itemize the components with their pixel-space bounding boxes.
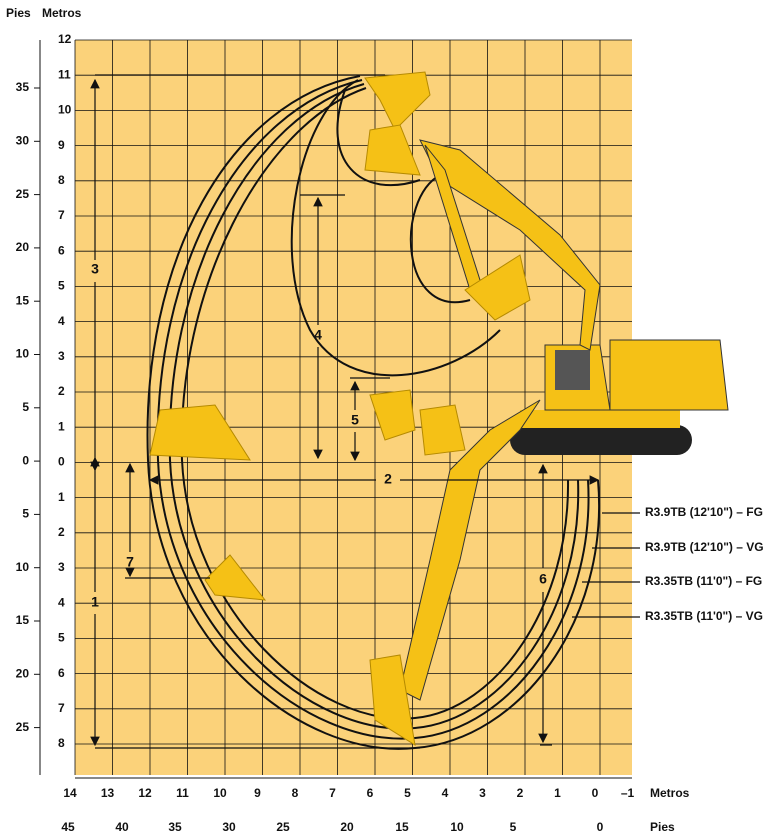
feet-label: 25 xyxy=(16,187,30,201)
reach-envelopes xyxy=(146,75,601,750)
feet-label: Pies xyxy=(6,6,31,20)
inner-path xyxy=(290,79,501,377)
meter-label: 2 xyxy=(58,525,65,539)
meter-label: 12 xyxy=(58,32,72,46)
legend-label: R3.35TB (11'0") – VG xyxy=(645,609,763,623)
meter-unit: Metros xyxy=(650,786,690,800)
feet-label: 30 xyxy=(16,133,30,147)
feet-label: 5 xyxy=(22,400,29,414)
inner-path xyxy=(409,174,471,304)
feet-label: 25 xyxy=(276,820,290,834)
inner-path xyxy=(336,89,421,186)
meter-label: 9 xyxy=(254,786,261,800)
envelope xyxy=(168,83,580,730)
meter-label: 1 xyxy=(58,490,65,504)
meter-label: 4 xyxy=(58,314,65,328)
feet-label: 35 xyxy=(168,820,182,834)
feet-label: 25 xyxy=(16,720,30,734)
feet-unit: Pies xyxy=(650,820,675,834)
buckets xyxy=(149,71,531,747)
meter-label: 3 xyxy=(58,349,65,363)
meter-label: 13 xyxy=(101,786,115,800)
meter-label: 6 xyxy=(367,786,374,800)
meter-label: 0 xyxy=(58,455,65,469)
meter-label: 1 xyxy=(554,786,561,800)
feet-label: 20 xyxy=(16,666,30,680)
meter-label: 8 xyxy=(58,173,65,187)
envelope xyxy=(146,75,601,750)
meter-label: 6 xyxy=(58,666,65,680)
feet-label: 10 xyxy=(16,560,30,574)
dimension-label: 5 xyxy=(351,412,359,428)
meter-label: 11 xyxy=(58,67,71,81)
meter-label: 3 xyxy=(479,786,486,800)
meter-label: 6 xyxy=(58,243,65,257)
feet-label: 10 xyxy=(450,820,464,834)
dimension-label: 4 xyxy=(314,327,322,343)
feet-label: 15 xyxy=(395,820,409,834)
meter-label: 8 xyxy=(58,736,65,750)
legend-leaders xyxy=(572,512,640,618)
meter-label: 10 xyxy=(58,103,72,117)
meter-label: 5 xyxy=(58,631,65,645)
dimension-label: 7 xyxy=(126,554,134,570)
meter-label: 11 xyxy=(176,786,189,800)
meter-label: 8 xyxy=(292,786,299,800)
feet-label: 20 xyxy=(16,240,30,254)
feet-label: 35 xyxy=(16,80,30,94)
meter-label: 0 xyxy=(592,786,599,800)
meter-label: 1 xyxy=(58,419,65,433)
meter-label: –1 xyxy=(621,786,635,800)
feet-label: 15 xyxy=(16,613,30,627)
meter-label: 7 xyxy=(58,208,65,222)
feet-label: 45 xyxy=(61,820,75,834)
meter-label: 4 xyxy=(442,786,449,800)
meter-label: 3 xyxy=(58,560,65,574)
meter-label: 2 xyxy=(58,384,65,398)
feet-label: 10 xyxy=(16,347,30,361)
feet-label: 0 xyxy=(22,453,29,467)
legend-label: R3.9TB (12'10") – FG xyxy=(645,505,763,519)
envelope xyxy=(156,79,590,740)
meter-label: 10 xyxy=(213,786,227,800)
legend-label: R3.9TB (12'10") – VG xyxy=(645,540,764,554)
dimension-label: 1 xyxy=(91,594,99,610)
chart-area xyxy=(75,40,632,775)
meter-label: 14 xyxy=(63,786,77,800)
legend-label: R3.35TB (11'0") – FG xyxy=(645,574,762,588)
meter-label: 5 xyxy=(404,786,411,800)
feet-label: 30 xyxy=(222,820,236,834)
meters-label: Metros xyxy=(42,6,82,20)
feet-label: 20 xyxy=(340,820,354,834)
dimension-lines xyxy=(90,74,600,749)
dimension-label: 6 xyxy=(539,571,547,587)
meter-label: 7 xyxy=(329,786,336,800)
feet-label: 5 xyxy=(22,507,29,521)
meter-label: 12 xyxy=(138,786,152,800)
meter-label: 9 xyxy=(58,138,65,152)
envelope xyxy=(180,87,570,720)
meter-label: 5 xyxy=(58,279,65,293)
feet-label: 40 xyxy=(115,820,129,834)
excavator xyxy=(399,139,729,701)
feet-label: 15 xyxy=(16,293,30,307)
dimension-label: 3 xyxy=(91,261,99,277)
meter-label: 4 xyxy=(58,595,65,609)
feet-label: 0 xyxy=(597,820,604,834)
dimension-label: 2 xyxy=(384,471,392,487)
meter-label: 7 xyxy=(58,701,65,715)
meter-label: 2 xyxy=(517,786,524,800)
feet-label: 5 xyxy=(510,820,517,834)
